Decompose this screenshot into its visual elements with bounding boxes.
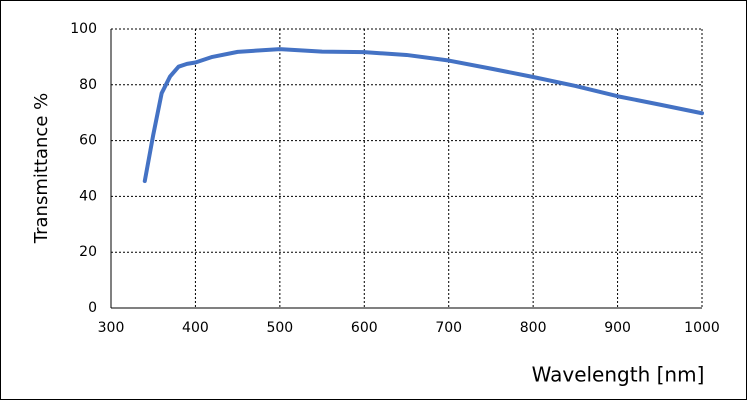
y-tick-label: 40: [79, 188, 97, 204]
x-tick-label: 400: [182, 320, 209, 336]
x-tick-label: 900: [604, 320, 631, 336]
y-tick-label: 0: [88, 300, 97, 316]
y-axis-label: Transmittance %: [31, 93, 52, 244]
x-tick-label: 600: [351, 320, 378, 336]
x-tick-label: 800: [520, 320, 547, 336]
y-tick-label: 100: [70, 21, 97, 37]
x-axis-label: Wavelength [nm]: [532, 363, 705, 387]
y-tick-label: 20: [79, 244, 97, 260]
x-tick-label: 1000: [684, 320, 720, 336]
y-tick-label: 60: [79, 133, 97, 149]
x-tick-label: 700: [435, 320, 462, 336]
x-tick-label: 300: [98, 320, 125, 336]
x-tick-label: 500: [266, 320, 293, 336]
data-line: [142, 47, 704, 184]
y-tick-label: 80: [79, 77, 97, 93]
